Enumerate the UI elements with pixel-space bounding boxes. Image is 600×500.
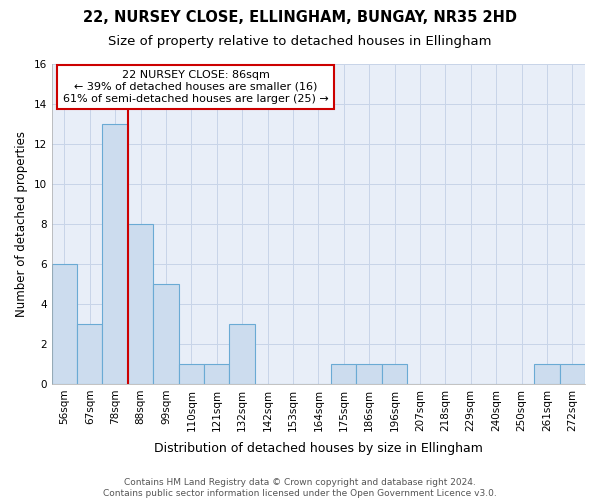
Bar — [204, 364, 229, 384]
Bar — [356, 364, 382, 384]
X-axis label: Distribution of detached houses by size in Ellingham: Distribution of detached houses by size … — [154, 442, 483, 455]
Bar — [560, 364, 585, 384]
Text: Contains HM Land Registry data © Crown copyright and database right 2024.
Contai: Contains HM Land Registry data © Crown c… — [103, 478, 497, 498]
Bar — [331, 364, 356, 384]
Bar — [103, 124, 128, 384]
Bar — [534, 364, 560, 384]
Text: 22 NURSEY CLOSE: 86sqm
← 39% of detached houses are smaller (16)
61% of semi-det: 22 NURSEY CLOSE: 86sqm ← 39% of detached… — [63, 70, 329, 104]
Bar — [77, 324, 103, 384]
Text: Size of property relative to detached houses in Ellingham: Size of property relative to detached ho… — [108, 35, 492, 48]
Text: 22, NURSEY CLOSE, ELLINGHAM, BUNGAY, NR35 2HD: 22, NURSEY CLOSE, ELLINGHAM, BUNGAY, NR3… — [83, 10, 517, 25]
Bar — [128, 224, 153, 384]
Bar — [52, 264, 77, 384]
Y-axis label: Number of detached properties: Number of detached properties — [15, 131, 28, 317]
Bar — [229, 324, 255, 384]
Bar — [179, 364, 204, 384]
Bar — [153, 284, 179, 384]
Bar — [382, 364, 407, 384]
